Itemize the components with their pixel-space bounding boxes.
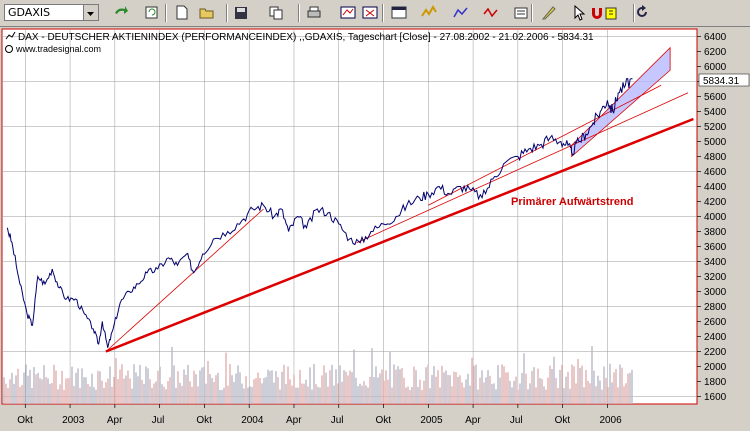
y-tick-label: 5000 (704, 137, 727, 148)
undo-arrow-icon[interactable] (112, 4, 130, 21)
y-tick-label: 1800 (704, 377, 727, 388)
y-tick-label: 4200 (704, 197, 727, 208)
y-tick-label: 3800 (704, 227, 727, 238)
export-icon[interactable] (603, 4, 621, 21)
y-tick-label: 2800 (704, 302, 727, 313)
x-tick-label: 2004 (241, 415, 264, 426)
x-tick-label: Apr (465, 415, 481, 426)
trendline-2005[interactable] (428, 84, 662, 206)
x-tick-label: 2003 (62, 415, 85, 426)
x-tick-label: 2005 (420, 415, 443, 426)
print-icon[interactable] (305, 4, 323, 21)
x-tick-label: Okt (196, 415, 212, 426)
window-icon[interactable] (390, 4, 408, 21)
zigzag-icon[interactable] (482, 4, 500, 21)
save-disk-icon[interactable] (232, 4, 250, 21)
y-tick-label: 2000 (704, 362, 727, 373)
y-tick-label: 3600 (704, 242, 727, 253)
trend-annotation: Primärer Aufwärtstrend (511, 196, 633, 208)
chart-type-icon (5, 31, 16, 40)
primary-trendline[interactable] (105, 117, 694, 353)
y-tick-label: 2400 (704, 332, 727, 343)
trendline-2004[interactable] (356, 92, 689, 244)
drawing-icon[interactable] (452, 4, 470, 21)
source-label: www.tradesignal.com (15, 44, 101, 54)
price-chart[interactable]: 1600 1800 2000 2200 2400 2600 2800 3000 3200 3400… (0, 27, 750, 431)
symbol-input[interactable]: GDAXIS (8, 6, 51, 19)
open-folder-icon[interactable] (198, 4, 216, 21)
x-tick-label: Apr (107, 415, 123, 426)
x-tick-label: Jul (331, 415, 344, 426)
y-tick-label: 6400 (704, 32, 727, 43)
indicator-icon[interactable] (420, 4, 438, 21)
y-tick-label: 5600 (704, 92, 727, 103)
x-tick-label: Okt (555, 415, 571, 426)
price-line (6, 78, 633, 348)
y-tick-label: 5400 (704, 107, 727, 118)
copyright-icon (5, 45, 13, 53)
y-tick-label: 4400 (704, 182, 727, 193)
x-tick-label: Jul (510, 415, 523, 426)
chart-area[interactable]: 1600 1800 2000 2200 2400 2600 2800 3000 3200 3400… (0, 27, 750, 431)
x-tick-label: Jul (152, 415, 165, 426)
magnet-icon[interactable] (588, 4, 606, 21)
pen-icon[interactable] (540, 4, 558, 21)
last-value-box (698, 73, 750, 87)
x-tick-label: Okt (376, 415, 392, 426)
y-tick-label: 2600 (704, 317, 727, 328)
properties-icon[interactable] (512, 4, 530, 21)
chart-header: DAX - DEUTSCHER AKTIENINDEX (PERFORMANCE… (18, 32, 594, 43)
y-tick-label: 3000 (704, 287, 727, 298)
last-value-label: 5834.31 (703, 76, 740, 87)
y-tick-label: 3400 (704, 257, 727, 268)
y-tick-label: 1600 (704, 392, 727, 403)
y-tick-label: 6200 (704, 47, 727, 58)
cursor-icon[interactable] (570, 4, 588, 21)
x-tick-label: 2006 (599, 415, 622, 426)
x-tick-label: Okt (17, 415, 33, 426)
y-tick-label: 4600 (704, 167, 727, 178)
reload-icon[interactable] (633, 4, 651, 21)
x-tick-label: Apr (286, 415, 302, 426)
y-tick-label: 2200 (704, 347, 727, 358)
y-tick-label: 6000 (704, 62, 727, 73)
trendline-2003[interactable] (105, 208, 264, 352)
y-tick-label: 5200 (704, 122, 727, 133)
y-tick-label: 4800 (704, 152, 727, 163)
chevron-down-icon[interactable] (83, 5, 98, 20)
copy-icon[interactable] (267, 4, 285, 21)
close-chart-icon[interactable] (361, 4, 379, 21)
toolbar: GDAXIS (0, 0, 750, 27)
refresh-icon[interactable] (143, 4, 161, 21)
symbol-combobox[interactable]: GDAXIS (4, 4, 99, 21)
y-tick-label: 3200 (704, 272, 727, 283)
y-tick-label: 4000 (704, 212, 727, 223)
chart-layout-icon[interactable] (339, 4, 357, 21)
new-document-icon[interactable] (173, 4, 191, 21)
